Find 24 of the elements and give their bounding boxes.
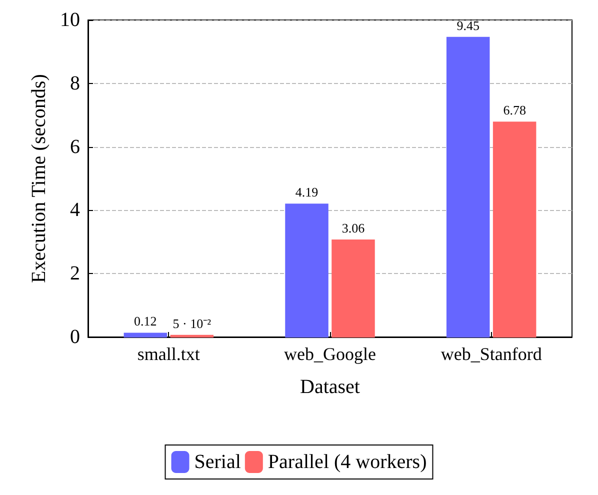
data-label: 9.45 bbox=[456, 18, 480, 33]
bar bbox=[446, 36, 490, 338]
x-axis-title: Dataset bbox=[300, 376, 360, 398]
bar bbox=[492, 122, 536, 338]
data-label: 0.12 bbox=[134, 314, 157, 329]
data-label: 5 · 10⁻² bbox=[172, 316, 212, 331]
bar bbox=[285, 204, 328, 338]
y-axis-title: Execution Time (seconds) bbox=[28, 74, 50, 283]
data-label: 4.19 bbox=[295, 184, 318, 200]
data-label: 3.06 bbox=[342, 220, 366, 236]
legend-label: Serial bbox=[194, 451, 242, 473]
y-tick-label: 4 bbox=[70, 199, 80, 222]
y-tick-label: 10 bbox=[60, 9, 80, 31]
data-label: 6.78 bbox=[503, 102, 526, 118]
y-tick-label: 2 bbox=[70, 262, 80, 285]
bar bbox=[124, 332, 168, 338]
y-tick-label: 8 bbox=[70, 72, 80, 94]
x-tick-label: web_Stanford bbox=[440, 344, 542, 364]
y-tick-label: 6 bbox=[70, 136, 80, 158]
x-tick-label: small.txt bbox=[137, 344, 200, 364]
legend-label: Parallel (4 workers) bbox=[268, 451, 427, 473]
bar bbox=[332, 240, 375, 338]
y-tick-label: 0 bbox=[70, 326, 80, 348]
x-tick-label: web_Google bbox=[284, 344, 376, 364]
